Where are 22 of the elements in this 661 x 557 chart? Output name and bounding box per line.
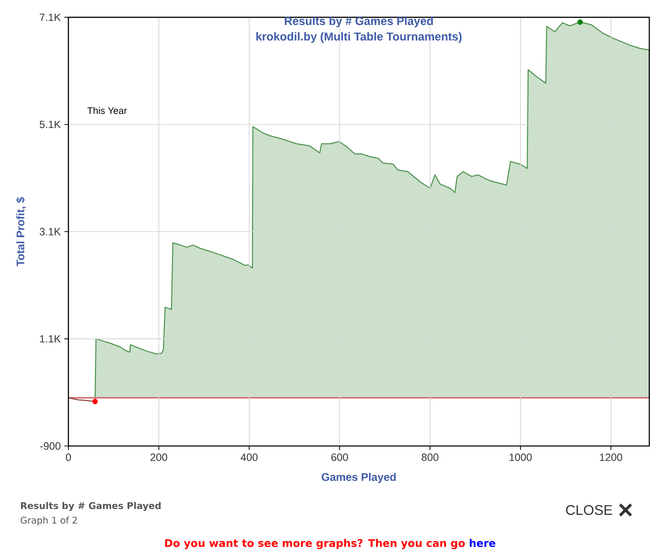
x-tick-label: 800 (422, 454, 438, 461)
text: here (470, 538, 496, 547)
x-tick-label: 200 (150, 454, 168, 461)
x-tick-label: 1200 (600, 454, 622, 461)
x-tick-label: 400 (240, 454, 258, 461)
x-tick-label: 0 (66, 454, 71, 461)
x-axis-title: Games Played (322, 472, 396, 484)
text: Do you want to see more graphs? Then you can go (165, 538, 465, 550)
text: Results by # Games Played (21, 502, 161, 511)
caption: Graph 1 of 2 (20, 516, 77, 526)
x-tick-label: 600 (331, 454, 348, 461)
annotation: This Year (87, 107, 127, 114)
y-axis-title: Total Profit, $ (16, 197, 26, 266)
x-tick-label: 1000 (510, 454, 532, 461)
y-tick-label: 1.1K (40, 335, 61, 342)
chart-title: Results by # Games Played (284, 16, 433, 28)
text: CLOSE (566, 505, 612, 515)
y-tick-label: 7.1K (40, 14, 61, 21)
y-tick-label: -900 (40, 442, 60, 450)
text: krokodil.by (Multi Table Tournaments) (256, 32, 462, 43)
y-tick-label: 5.1K (40, 120, 61, 128)
y-tick-label: 3.1K (40, 228, 61, 236)
